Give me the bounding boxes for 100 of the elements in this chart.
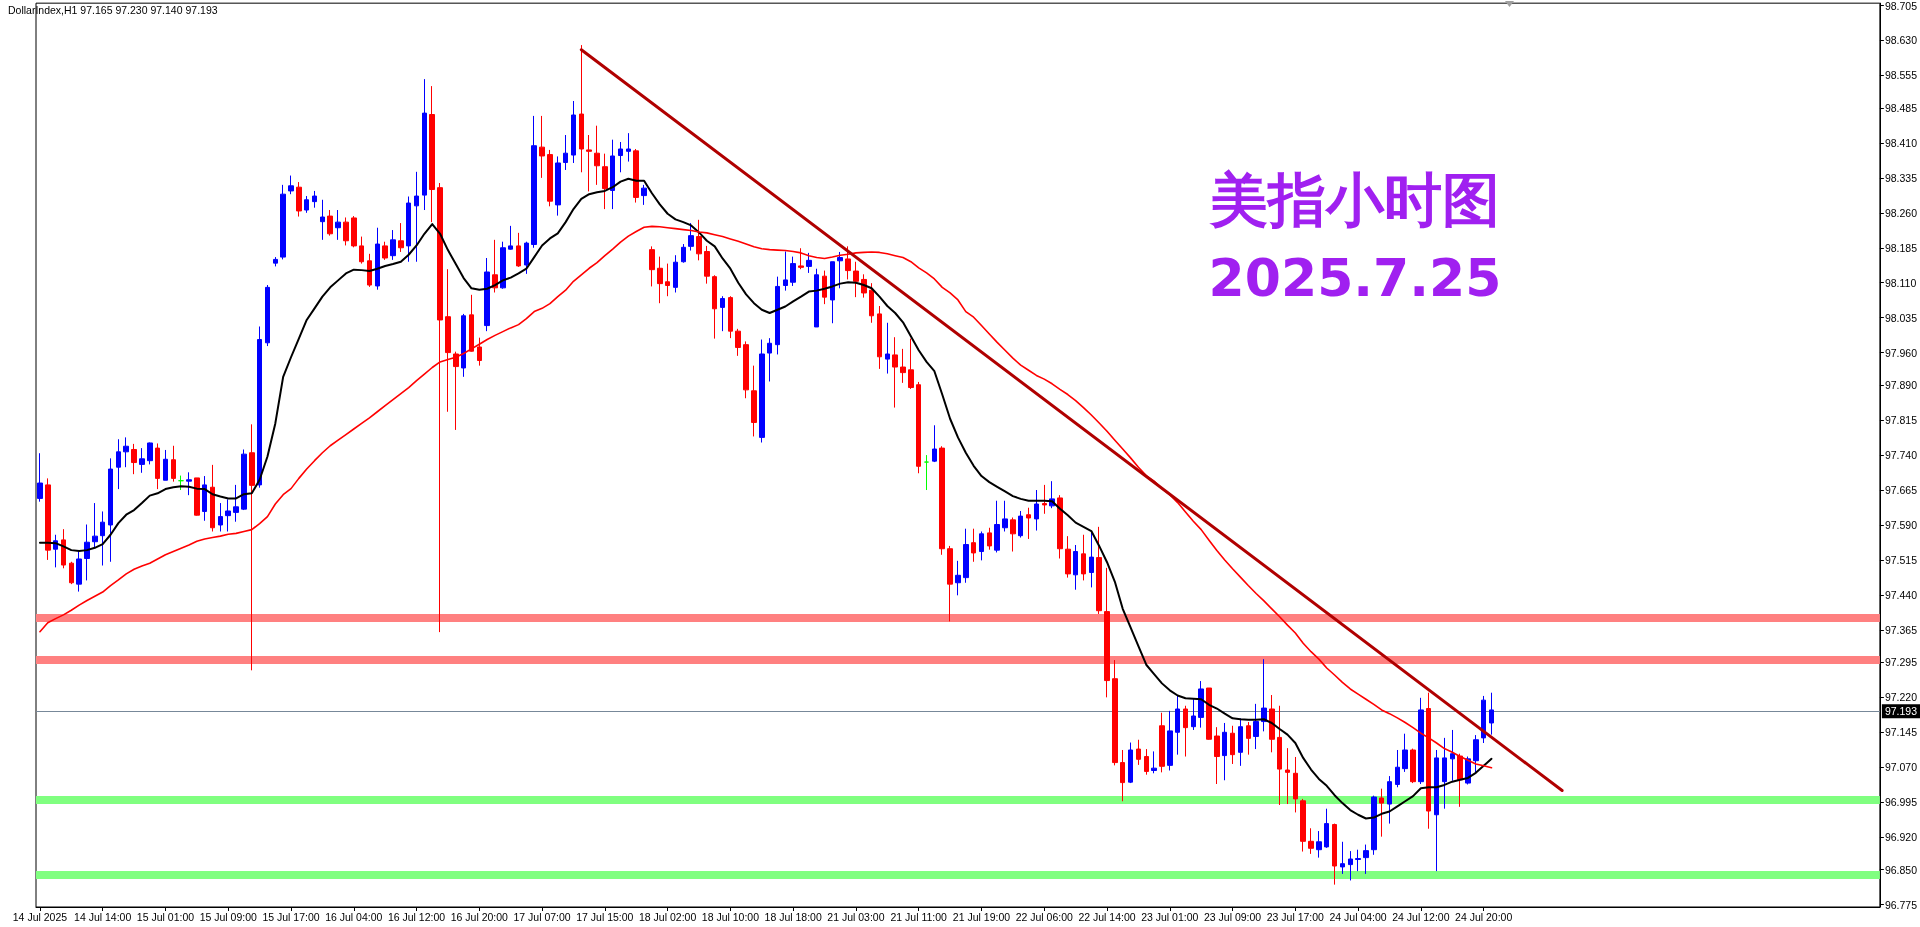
candlestick	[202, 475, 207, 522]
candlestick	[1285, 747, 1290, 805]
candlestick	[312, 190, 317, 209]
y-tick-label: 97.365	[1884, 623, 1918, 636]
candlestick	[673, 254, 678, 293]
candlestick	[681, 243, 686, 264]
candlestick	[273, 256, 278, 267]
candlestick	[445, 268, 451, 413]
y-tick-label: 98.485	[1884, 102, 1918, 114]
annotation: DollarIndex,H1 97.165 97.230 97.140 97.193	[8, 3, 218, 16]
candlestick	[414, 171, 419, 263]
y-tick-label: 97.440	[1884, 588, 1918, 601]
candlestick	[69, 561, 74, 585]
candlestick	[461, 313, 466, 378]
x-tick-label: 17 Jul 07:00	[513, 910, 571, 923]
x-tick-label: 15 Jul 01:00	[136, 910, 195, 923]
y-tick-label: 97.590	[1884, 518, 1918, 531]
candlestick	[359, 236, 364, 265]
candlestick	[320, 199, 325, 241]
candlestick	[947, 545, 953, 622]
candlestick	[516, 232, 521, 268]
candlestick	[1481, 695, 1486, 744]
candlestick	[610, 139, 615, 210]
candlestick	[885, 322, 890, 375]
candlestick	[351, 215, 357, 248]
candlestick	[547, 149, 553, 207]
candlestick	[1073, 544, 1078, 591]
candlestick	[1222, 722, 1227, 781]
candlestick	[1136, 739, 1141, 766]
candlestick	[837, 251, 843, 289]
candlestick	[1120, 749, 1125, 802]
candlestick	[147, 442, 153, 465]
candlestick	[116, 438, 121, 490]
candlestick	[37, 452, 43, 503]
candlestick	[225, 498, 231, 532]
candlestick	[704, 245, 710, 285]
candlestick	[210, 464, 215, 532]
candlestick	[1324, 808, 1329, 849]
candlestick	[1002, 500, 1008, 532]
candlestick	[1379, 788, 1384, 838]
candlestick	[1238, 717, 1243, 767]
candlestick	[1128, 742, 1133, 784]
candlestick	[1151, 750, 1157, 774]
candlestick	[257, 326, 262, 489]
y-tick-label: 98.335	[1884, 171, 1918, 184]
candlestick	[641, 184, 647, 206]
candlestick	[1355, 849, 1361, 872]
y-tick-label: 97.220	[1884, 691, 1918, 704]
candlestick	[869, 282, 874, 324]
candlestick	[1010, 517, 1016, 553]
x-tick-label: 22 Jul 06:00	[1015, 910, 1074, 923]
candlestick	[916, 381, 921, 474]
candlestick	[422, 78, 427, 211]
candlestick	[76, 551, 82, 593]
candlestick	[139, 447, 145, 474]
y-tick-label: 98.260	[1884, 206, 1918, 219]
x-tick-label: 15 Jul 09:00	[199, 910, 257, 923]
candlestick	[1246, 721, 1251, 756]
x-tick-label: 24 Jul 04:00	[1329, 910, 1387, 923]
candlestick	[524, 241, 529, 275]
x-tick-label: 21 Jul 03:00	[827, 910, 885, 923]
y-tick-label: 97.960	[1884, 346, 1918, 359]
candlestick	[453, 351, 459, 431]
x-tick-label: 21 Jul 11:00	[890, 910, 948, 923]
candlestick	[1144, 748, 1149, 776]
y-tick-label: 96.995	[1884, 796, 1918, 809]
candlestick	[798, 247, 804, 270]
candlestick	[822, 270, 827, 305]
candlestick	[1065, 535, 1071, 579]
candlestick	[1348, 850, 1353, 881]
candlestick	[335, 209, 341, 241]
y-tick-label: 97.515	[1884, 553, 1918, 566]
candlestick	[406, 196, 411, 263]
candlestick	[712, 274, 717, 340]
candlestick	[1277, 705, 1282, 806]
candlestick	[477, 337, 482, 367]
candlestick	[1410, 748, 1416, 784]
candlestick	[469, 294, 474, 353]
candlestick	[853, 261, 859, 298]
candlestick	[131, 443, 137, 475]
candlestick	[296, 181, 302, 218]
candlestick	[767, 337, 772, 382]
candlestick	[155, 442, 160, 490]
x-tick-label: 14 Jul 14:00	[74, 910, 132, 923]
candlestick	[955, 560, 961, 596]
candlestick	[1363, 844, 1369, 875]
candlestick	[1081, 534, 1086, 581]
candlestick	[1269, 694, 1275, 753]
candlestick	[939, 445, 945, 556]
candlestick	[249, 423, 255, 671]
candlestick	[1489, 692, 1494, 736]
candlestick	[900, 348, 906, 384]
candlestick	[602, 153, 608, 210]
candlestick	[775, 276, 780, 355]
ref-line-label: 97.193	[1884, 705, 1918, 718]
candlestick	[1450, 729, 1455, 782]
candlestick	[390, 229, 396, 261]
candlestick	[1159, 712, 1165, 773]
candlestick	[1371, 795, 1377, 856]
candlestick	[45, 477, 51, 561]
